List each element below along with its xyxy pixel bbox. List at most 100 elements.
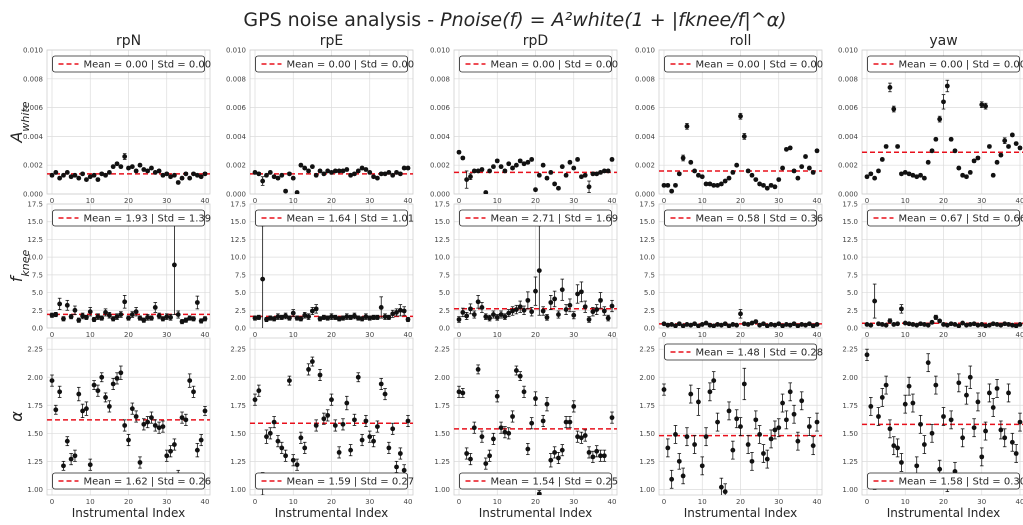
x-tick-label: 10	[698, 331, 707, 339]
data-point	[987, 322, 992, 328]
data-point	[906, 383, 912, 389]
data-point	[734, 416, 740, 422]
data-point	[738, 424, 743, 429]
y-tick-label: 1.00	[27, 486, 43, 494]
grid	[454, 338, 617, 495]
data-point	[371, 314, 376, 320]
y-tick-label: 0.006	[430, 104, 451, 112]
data-point	[118, 164, 124, 170]
data-point	[868, 171, 874, 177]
data-point	[665, 322, 671, 328]
y-tick-label: 2.5	[439, 307, 450, 315]
data-point	[397, 307, 403, 313]
x-tick-label: 10	[698, 197, 707, 205]
data-point	[260, 276, 266, 282]
data-point	[764, 323, 770, 328]
data-point	[498, 312, 504, 317]
data-point	[971, 158, 977, 164]
data-point	[187, 315, 193, 321]
data-point	[137, 315, 143, 321]
data-point	[990, 405, 996, 410]
x-tick-label: 40	[404, 197, 413, 205]
legend-text: Mean = 1.54 | Std = 0.25	[491, 477, 619, 488]
data-point	[571, 312, 577, 318]
data-point	[275, 314, 281, 320]
data-point	[375, 424, 380, 429]
data-point	[937, 116, 943, 122]
legend-text: Mean = 0.58 | Std = 0.36	[696, 214, 824, 225]
y-tick-label: 10.0	[27, 254, 43, 262]
data-point	[902, 320, 908, 326]
data-point	[491, 164, 496, 170]
data-point	[696, 399, 701, 405]
data-point	[306, 367, 311, 372]
data-point	[669, 322, 675, 327]
data-point	[879, 322, 885, 327]
data-point	[891, 443, 897, 449]
data-point	[168, 448, 173, 454]
data-point	[661, 182, 667, 188]
y-tick-label: 1.50	[842, 430, 858, 438]
data-point	[715, 182, 720, 188]
data-point	[879, 395, 885, 400]
x-tick-label: 20	[939, 197, 948, 205]
data-point	[118, 312, 124, 317]
data-point	[722, 321, 728, 327]
data-point	[975, 399, 981, 405]
y-tick-label: 5.0	[32, 289, 43, 297]
panel-frame	[861, 203, 1023, 329]
data-point	[367, 170, 373, 175]
data-point	[876, 168, 881, 174]
x-tick-label: 30	[569, 331, 578, 339]
data-point	[707, 181, 713, 187]
x-tick-label: 30	[977, 197, 986, 205]
panel-frame	[453, 203, 618, 329]
data-point	[803, 322, 808, 328]
data-point	[382, 391, 388, 397]
data-point	[80, 171, 85, 177]
data-point	[899, 460, 904, 465]
data-point	[332, 423, 338, 428]
x-tick-label: 0	[253, 498, 257, 506]
data-point	[513, 368, 519, 373]
data-point	[179, 175, 185, 181]
data-point	[517, 158, 523, 164]
x-tick-label: 40	[404, 498, 413, 506]
data-point	[533, 187, 538, 193]
data-point	[895, 321, 900, 327]
data-point	[933, 382, 939, 388]
data-point	[768, 322, 774, 327]
x-tick-label: 20	[736, 197, 745, 205]
data-point	[673, 182, 678, 188]
data-point	[137, 162, 143, 168]
row-label-0: Awhite	[7, 101, 32, 143]
data-point	[998, 427, 1004, 433]
data-point	[110, 381, 116, 387]
data-point	[298, 316, 304, 322]
data-point	[198, 174, 204, 180]
data-point	[776, 177, 782, 183]
data-point	[313, 423, 319, 428]
data-point	[941, 99, 946, 105]
data-point	[887, 85, 893, 90]
y-tick-label: 0.008	[635, 75, 655, 83]
data-point	[375, 175, 380, 181]
data-point	[491, 436, 496, 442]
data-point	[749, 320, 755, 326]
data-point	[80, 313, 85, 319]
data-point	[61, 172, 66, 178]
data-point	[84, 177, 89, 183]
legend-text: Mean = 0.67 | Std = 0.66	[899, 214, 1023, 225]
data-point	[680, 155, 686, 161]
y-tick-label: 5.0	[439, 289, 450, 297]
data-point	[544, 175, 550, 181]
data-point	[914, 463, 920, 469]
legend: Mean = 0.00 | Std = 0.00	[459, 55, 618, 73]
data-point	[198, 437, 204, 443]
data-point	[956, 165, 962, 171]
data-point	[510, 414, 515, 419]
data-point	[145, 419, 151, 425]
y-tick-label: 0.0	[32, 325, 43, 333]
data-point	[294, 462, 300, 468]
data-point	[313, 306, 319, 312]
